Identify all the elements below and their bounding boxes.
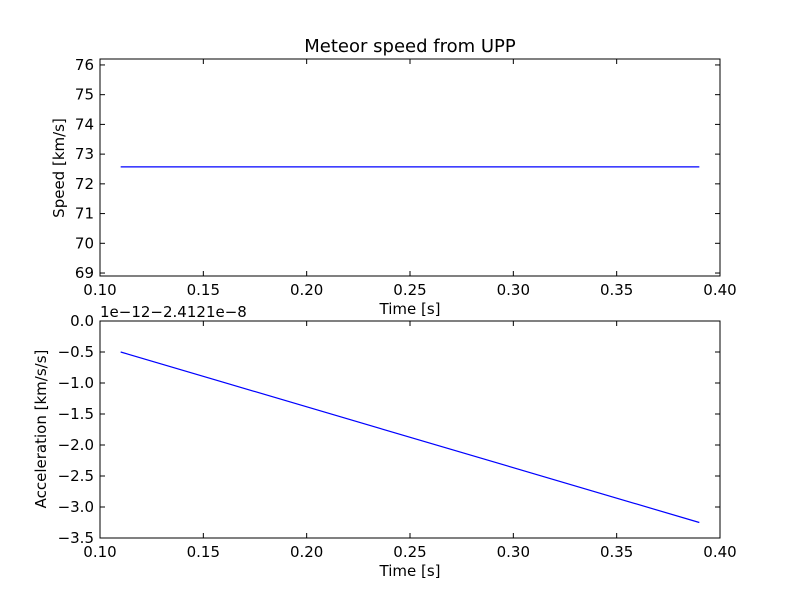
speed-y-tick-label: 75 <box>75 86 94 104</box>
acceleration-x-tick-label: 0.15 <box>187 543 220 561</box>
acceleration-y-tick-label: −0.5 <box>58 343 94 361</box>
acceleration-offset-text: 1e−12−2.4121e−8 <box>100 303 247 321</box>
acceleration-y-tick-label: −1.0 <box>58 374 94 392</box>
speed-y-tick-label: 73 <box>75 145 94 163</box>
speed-x-tick-label: 0.35 <box>600 281 633 299</box>
acceleration-y-tick-label: −2.0 <box>58 436 94 454</box>
acceleration-x-axis-label: Time [s] <box>379 562 441 580</box>
speed-y-tick-label: 72 <box>75 175 94 193</box>
acceleration-axis-ticks: 0.10 0.15 0.20 0.25 0.30 0.35 0.40 0.0 −0.5 −1.0 −… <box>58 312 737 561</box>
acceleration-x-tick-label: 0.30 <box>497 543 530 561</box>
speed-x-axis-label: Time [s] <box>379 300 441 318</box>
speed-chart: Meteor speed from UPP 0.10 0.15 0.20 0.25 0.… <box>50 36 737 318</box>
speed-axis-ticks: 0.10 0.15 0.20 0.25 0.30 0.35 0.40 69 70 71 72 73 74… <box>75 56 737 299</box>
speed-y-axis-label: Speed [km/s] <box>50 118 68 218</box>
acceleration-series-group <box>120 351 700 524</box>
acceleration-y-tick-label: 0.0 <box>70 312 94 330</box>
speed-x-tick-label: 0.30 <box>497 281 530 299</box>
speed-y-tick-label: 74 <box>75 115 94 133</box>
acceleration-y-tick-label: −2.5 <box>58 467 94 485</box>
acceleration-x-tick-label: 0.10 <box>83 543 116 561</box>
acceleration-y-tick-label: −3.5 <box>58 529 94 547</box>
speed-x-tick-label: 0.15 <box>187 281 220 299</box>
acceleration-x-tick-label: 0.35 <box>600 543 633 561</box>
speed-x-tick-label: 0.20 <box>290 281 323 299</box>
speed-x-tick-label: 0.10 <box>83 281 116 299</box>
acceleration-y-tick-label: −3.0 <box>58 498 94 516</box>
acceleration-x-tick-label: 0.25 <box>393 543 426 561</box>
acceleration-x-tick-label: 0.20 <box>290 543 323 561</box>
speed-x-tick-label: 0.25 <box>393 281 426 299</box>
speed-x-tick-label: 0.40 <box>703 281 736 299</box>
speed-y-tick-label: 70 <box>75 234 94 252</box>
acceleration-chart: 1e−12−2.4121e−8 0.10 0.15 0.20 0.25 0.30 0.35… <box>32 303 737 580</box>
acceleration-x-tick-label: 0.40 <box>703 543 736 561</box>
acceleration-y-tick-label: −1.5 <box>58 405 94 423</box>
speed-y-tick-label: 76 <box>75 56 94 74</box>
speed-y-tick-label: 71 <box>75 205 94 223</box>
acceleration-y-axis-label: Acceleration [km/s/s] <box>32 350 50 509</box>
speed-y-tick-label: 69 <box>75 264 94 282</box>
acceleration-series-line <box>120 351 700 524</box>
speed-chart-title: Meteor speed from UPP <box>304 36 516 57</box>
